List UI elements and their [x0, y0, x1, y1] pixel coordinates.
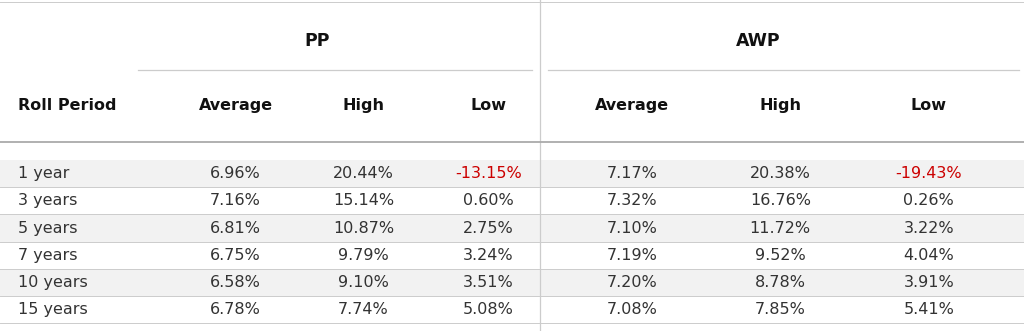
- Text: 2.75%: 2.75%: [463, 220, 514, 236]
- Text: 11.72%: 11.72%: [750, 220, 811, 236]
- Text: Average: Average: [199, 98, 272, 114]
- Bar: [0, 269, 1024, 296]
- Text: 1 year: 1 year: [18, 166, 70, 181]
- Text: Low: Low: [470, 98, 507, 114]
- Text: 7.20%: 7.20%: [606, 275, 657, 290]
- Text: 10.87%: 10.87%: [333, 220, 394, 236]
- Bar: [0, 160, 1024, 187]
- Text: 5 years: 5 years: [18, 220, 78, 236]
- Text: 10 years: 10 years: [18, 275, 88, 290]
- Text: 9.10%: 9.10%: [338, 275, 389, 290]
- Text: 3.91%: 3.91%: [903, 275, 954, 290]
- Text: 20.44%: 20.44%: [333, 166, 394, 181]
- Text: -13.15%: -13.15%: [455, 166, 522, 181]
- Text: 6.96%: 6.96%: [210, 166, 261, 181]
- Text: 5.08%: 5.08%: [463, 302, 514, 317]
- Text: 0.26%: 0.26%: [903, 193, 954, 209]
- Text: 7.17%: 7.17%: [606, 166, 657, 181]
- Text: 4.04%: 4.04%: [903, 248, 954, 263]
- Text: 3.22%: 3.22%: [903, 220, 954, 236]
- Text: -19.43%: -19.43%: [895, 166, 963, 181]
- Text: 15.14%: 15.14%: [333, 193, 394, 209]
- Text: PP: PP: [305, 32, 330, 50]
- Text: 15 years: 15 years: [18, 302, 88, 317]
- Text: High: High: [759, 98, 802, 114]
- Text: Roll Period: Roll Period: [18, 98, 117, 114]
- Text: 7.08%: 7.08%: [606, 302, 657, 317]
- Text: 3 years: 3 years: [18, 193, 78, 209]
- Text: 0.60%: 0.60%: [463, 193, 514, 209]
- Text: AWP: AWP: [735, 32, 780, 50]
- Text: 6.78%: 6.78%: [210, 302, 261, 317]
- Bar: [0, 187, 1024, 214]
- Text: 8.78%: 8.78%: [755, 275, 806, 290]
- Text: 7.10%: 7.10%: [606, 220, 657, 236]
- Text: 3.51%: 3.51%: [463, 275, 514, 290]
- Text: 9.79%: 9.79%: [338, 248, 389, 263]
- Text: 6.81%: 6.81%: [210, 220, 261, 236]
- Text: 7.16%: 7.16%: [210, 193, 261, 209]
- Text: Average: Average: [595, 98, 669, 114]
- Bar: [0, 296, 1024, 323]
- Text: 6.75%: 6.75%: [210, 248, 261, 263]
- Text: 3.24%: 3.24%: [463, 248, 514, 263]
- Text: 7.74%: 7.74%: [338, 302, 389, 317]
- Text: 9.52%: 9.52%: [755, 248, 806, 263]
- Text: High: High: [342, 98, 385, 114]
- Bar: [0, 242, 1024, 269]
- Text: 7 years: 7 years: [18, 248, 78, 263]
- Text: 7.85%: 7.85%: [755, 302, 806, 317]
- Text: 7.32%: 7.32%: [606, 193, 657, 209]
- Text: 20.38%: 20.38%: [750, 166, 811, 181]
- Text: Low: Low: [910, 98, 947, 114]
- Text: 7.19%: 7.19%: [606, 248, 657, 263]
- Text: 6.58%: 6.58%: [210, 275, 261, 290]
- Text: 5.41%: 5.41%: [903, 302, 954, 317]
- Bar: [0, 214, 1024, 242]
- Text: 16.76%: 16.76%: [750, 193, 811, 209]
